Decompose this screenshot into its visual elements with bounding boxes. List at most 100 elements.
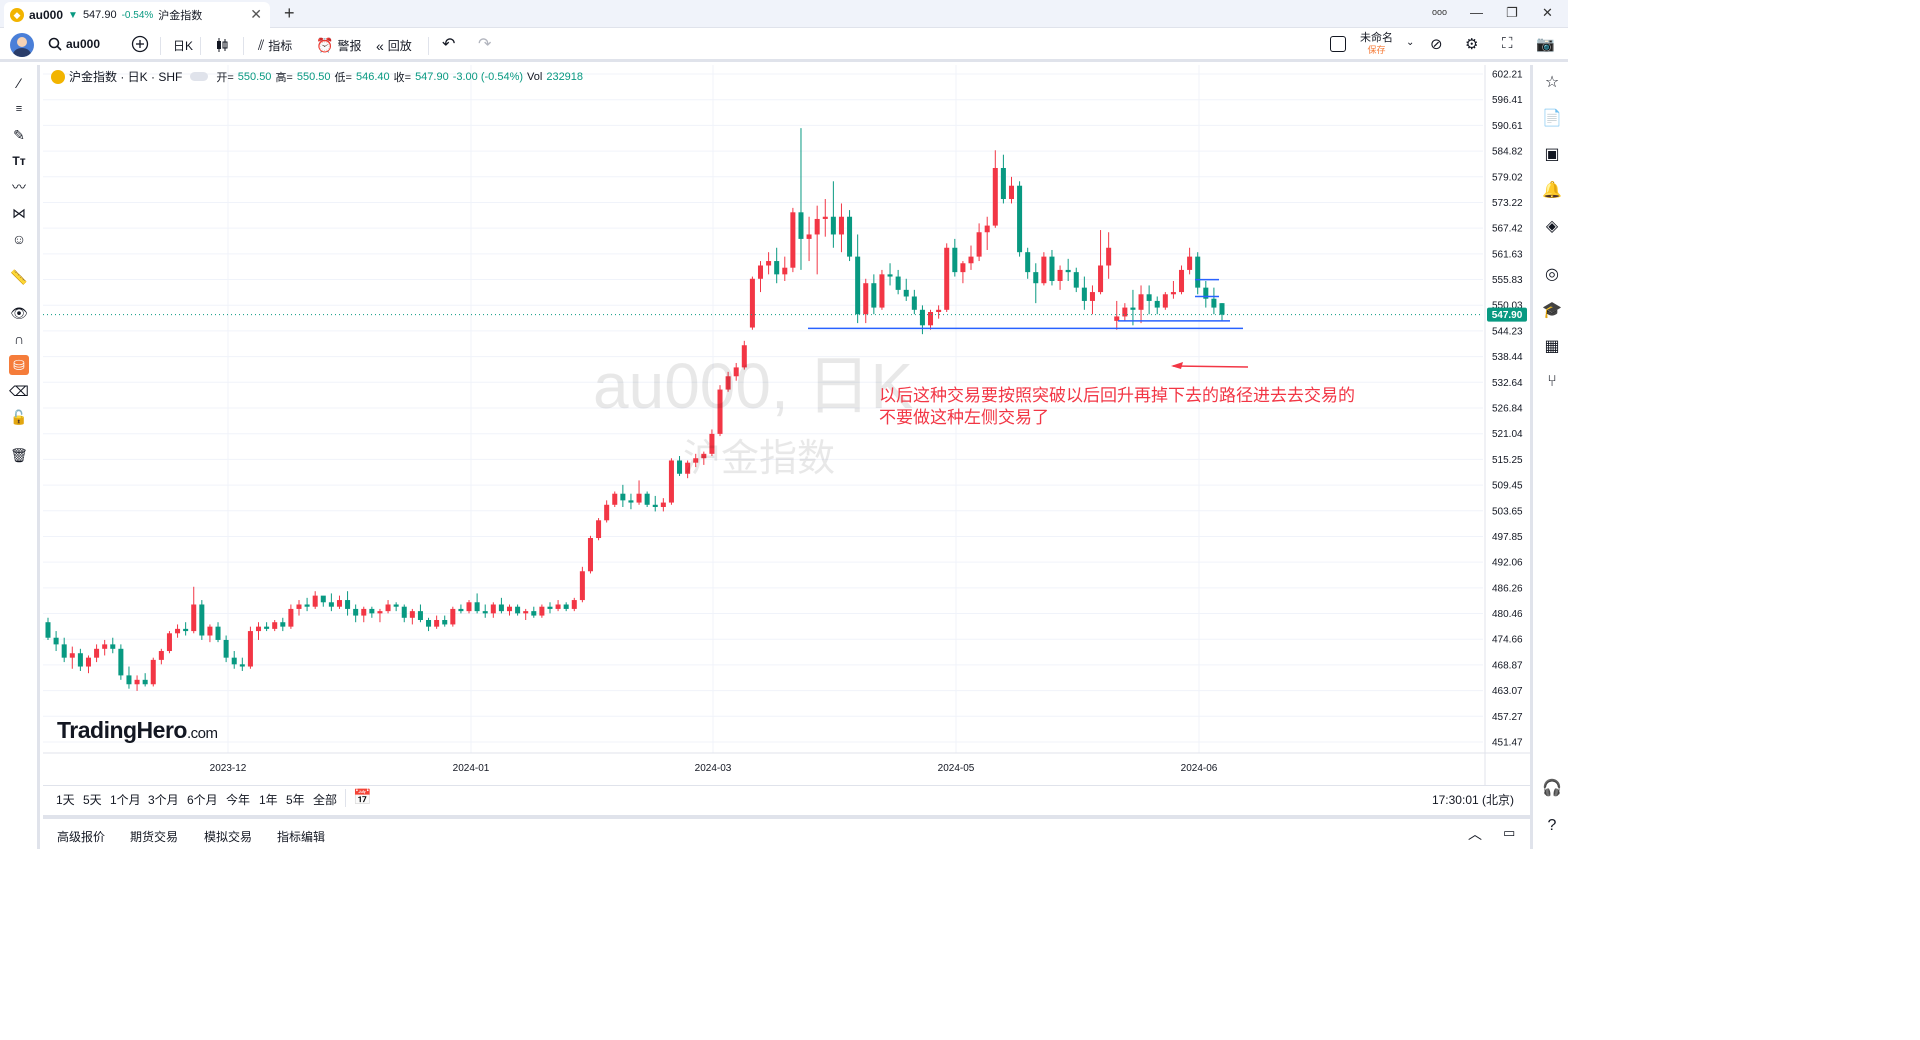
expand-panel-button[interactable]: ︿: [1468, 824, 1482, 844]
candle-body[interactable]: [345, 600, 351, 609]
candle-body[interactable]: [685, 462, 691, 474]
trend-line-tool[interactable]: ⁄: [9, 73, 29, 93]
candle-body[interactable]: [1065, 269, 1071, 273]
goto-date-button[interactable]: 📅: [353, 788, 372, 806]
candle-body[interactable]: [960, 263, 966, 273]
layers-button[interactable]: ◈: [1541, 215, 1563, 237]
candle-body[interactable]: [515, 606, 521, 614]
candle-body[interactable]: [223, 639, 229, 658]
layout-select-checkbox[interactable]: [1330, 36, 1346, 52]
candle-body[interactable]: [247, 631, 253, 667]
candle-body[interactable]: [304, 604, 310, 607]
candle-body[interactable]: [1179, 269, 1185, 293]
candle-body[interactable]: [417, 611, 423, 621]
candle-body[interactable]: [547, 606, 553, 609]
range-1d[interactable]: 1天: [56, 793, 75, 807]
candle-body[interactable]: [571, 600, 577, 609]
candle-body[interactable]: [328, 602, 334, 607]
candle-body[interactable]: [871, 283, 877, 308]
candle-body[interactable]: [458, 608, 464, 612]
candle-body[interactable]: [312, 595, 318, 607]
candle-body[interactable]: [944, 247, 950, 310]
candle-body[interactable]: [701, 453, 707, 459]
chart-annotation-text[interactable]: 以后这种交易要按照突破以后回升再掉下去的路径进去去交易的 不要做这种左侧交易了: [879, 385, 1355, 429]
candle-body[interactable]: [895, 276, 901, 290]
candle-body[interactable]: [506, 606, 513, 612]
candle-body[interactable]: [660, 502, 666, 507]
candle-body[interactable]: [976, 232, 982, 257]
fullscreen-button[interactable]: ⛶: [1502, 35, 1513, 52]
tab-indicator-editor[interactable]: 指标编辑: [277, 830, 326, 844]
candle-body[interactable]: [94, 648, 100, 658]
candle-body[interactable]: [774, 261, 780, 275]
candle-body[interactable]: [280, 622, 286, 627]
candle-body[interactable]: [126, 675, 132, 685]
candle-body[interactable]: [134, 679, 140, 685]
candle-body[interactable]: [620, 493, 626, 501]
candle-body[interactable]: [822, 216, 828, 219]
candle-body[interactable]: [757, 265, 764, 279]
candle-body[interactable]: [1073, 272, 1079, 288]
candle-body[interactable]: [102, 644, 108, 649]
candle-body[interactable]: [984, 225, 990, 233]
candle-body[interactable]: [1000, 167, 1006, 200]
candle-body[interactable]: [450, 608, 456, 625]
timezone-clock[interactable]: 17:30:01 (北京): [1431, 793, 1514, 807]
candle-body[interactable]: [814, 218, 820, 235]
candle-body[interactable]: [320, 595, 326, 603]
layout-menu-button[interactable]: ⌄: [1406, 37, 1414, 48]
candle-body[interactable]: [604, 504, 610, 521]
interval-button[interactable]: 日K: [173, 37, 193, 54]
candle-body[interactable]: [636, 493, 642, 503]
candle-body[interactable]: [1017, 185, 1023, 253]
candle-body[interactable]: [110, 644, 116, 649]
candle-body[interactable]: [474, 602, 480, 612]
visibility-toggle[interactable]: [190, 72, 209, 81]
redo-button[interactable]: ↷: [478, 34, 491, 54]
candle-body[interactable]: [790, 212, 796, 268]
candle-body[interactable]: [952, 247, 958, 273]
candle-body[interactable]: [385, 604, 391, 612]
quick-search-button[interactable]: ⊘: [1430, 35, 1443, 53]
drawing-mode-tool[interactable]: ⛁: [9, 355, 29, 375]
candle-body[interactable]: [1146, 294, 1152, 301]
candle-body[interactable]: [183, 628, 189, 632]
candle-body[interactable]: [863, 283, 869, 315]
candle-body[interactable]: [53, 637, 59, 645]
candle-body[interactable]: [1130, 307, 1136, 310]
candle-body[interactable]: [563, 604, 569, 609]
candle-body[interactable]: [191, 604, 197, 632]
candle-body[interactable]: [717, 389, 723, 434]
candle-body[interactable]: [579, 571, 585, 601]
candle-body[interactable]: [1008, 185, 1014, 200]
candle-body[interactable]: [1041, 256, 1047, 284]
candle-body[interactable]: [1057, 269, 1063, 281]
candle-body[interactable]: [158, 651, 164, 660]
symbol-input[interactable]: au000: [66, 37, 101, 51]
watchlist-button[interactable]: ☆: [1541, 71, 1563, 93]
alerts-panel-button[interactable]: 🔔: [1541, 179, 1563, 201]
candle-body[interactable]: [749, 278, 755, 328]
candle-body[interactable]: [393, 604, 399, 607]
candle-body[interactable]: [442, 620, 448, 625]
range-1m[interactable]: 1个月: [110, 793, 141, 807]
candle-body[interactable]: [296, 604, 302, 609]
pattern-tool[interactable]: 〰: [9, 177, 29, 197]
range-1y[interactable]: 1年: [259, 793, 278, 807]
candle-body[interactable]: [693, 458, 699, 463]
candle-body[interactable]: [798, 212, 804, 239]
candle-body[interactable]: [401, 606, 407, 618]
candle-body[interactable]: [1033, 272, 1039, 284]
target-button[interactable]: ◎: [1541, 263, 1563, 285]
candle-body[interactable]: [879, 274, 885, 308]
tab-paper-trading[interactable]: 模拟交易: [204, 830, 253, 844]
candle-body[interactable]: [490, 604, 496, 614]
candle-body[interactable]: [1187, 256, 1193, 270]
undo-button[interactable]: ↶: [442, 34, 455, 54]
candle-body[interactable]: [677, 460, 683, 474]
eraser-tool[interactable]: ⌫: [9, 381, 29, 401]
settings-button[interactable]: ⚙: [1465, 35, 1478, 53]
range-ytd[interactable]: 今年: [226, 793, 251, 807]
candle-body[interactable]: [175, 628, 181, 634]
candle-body[interactable]: [336, 600, 342, 607]
